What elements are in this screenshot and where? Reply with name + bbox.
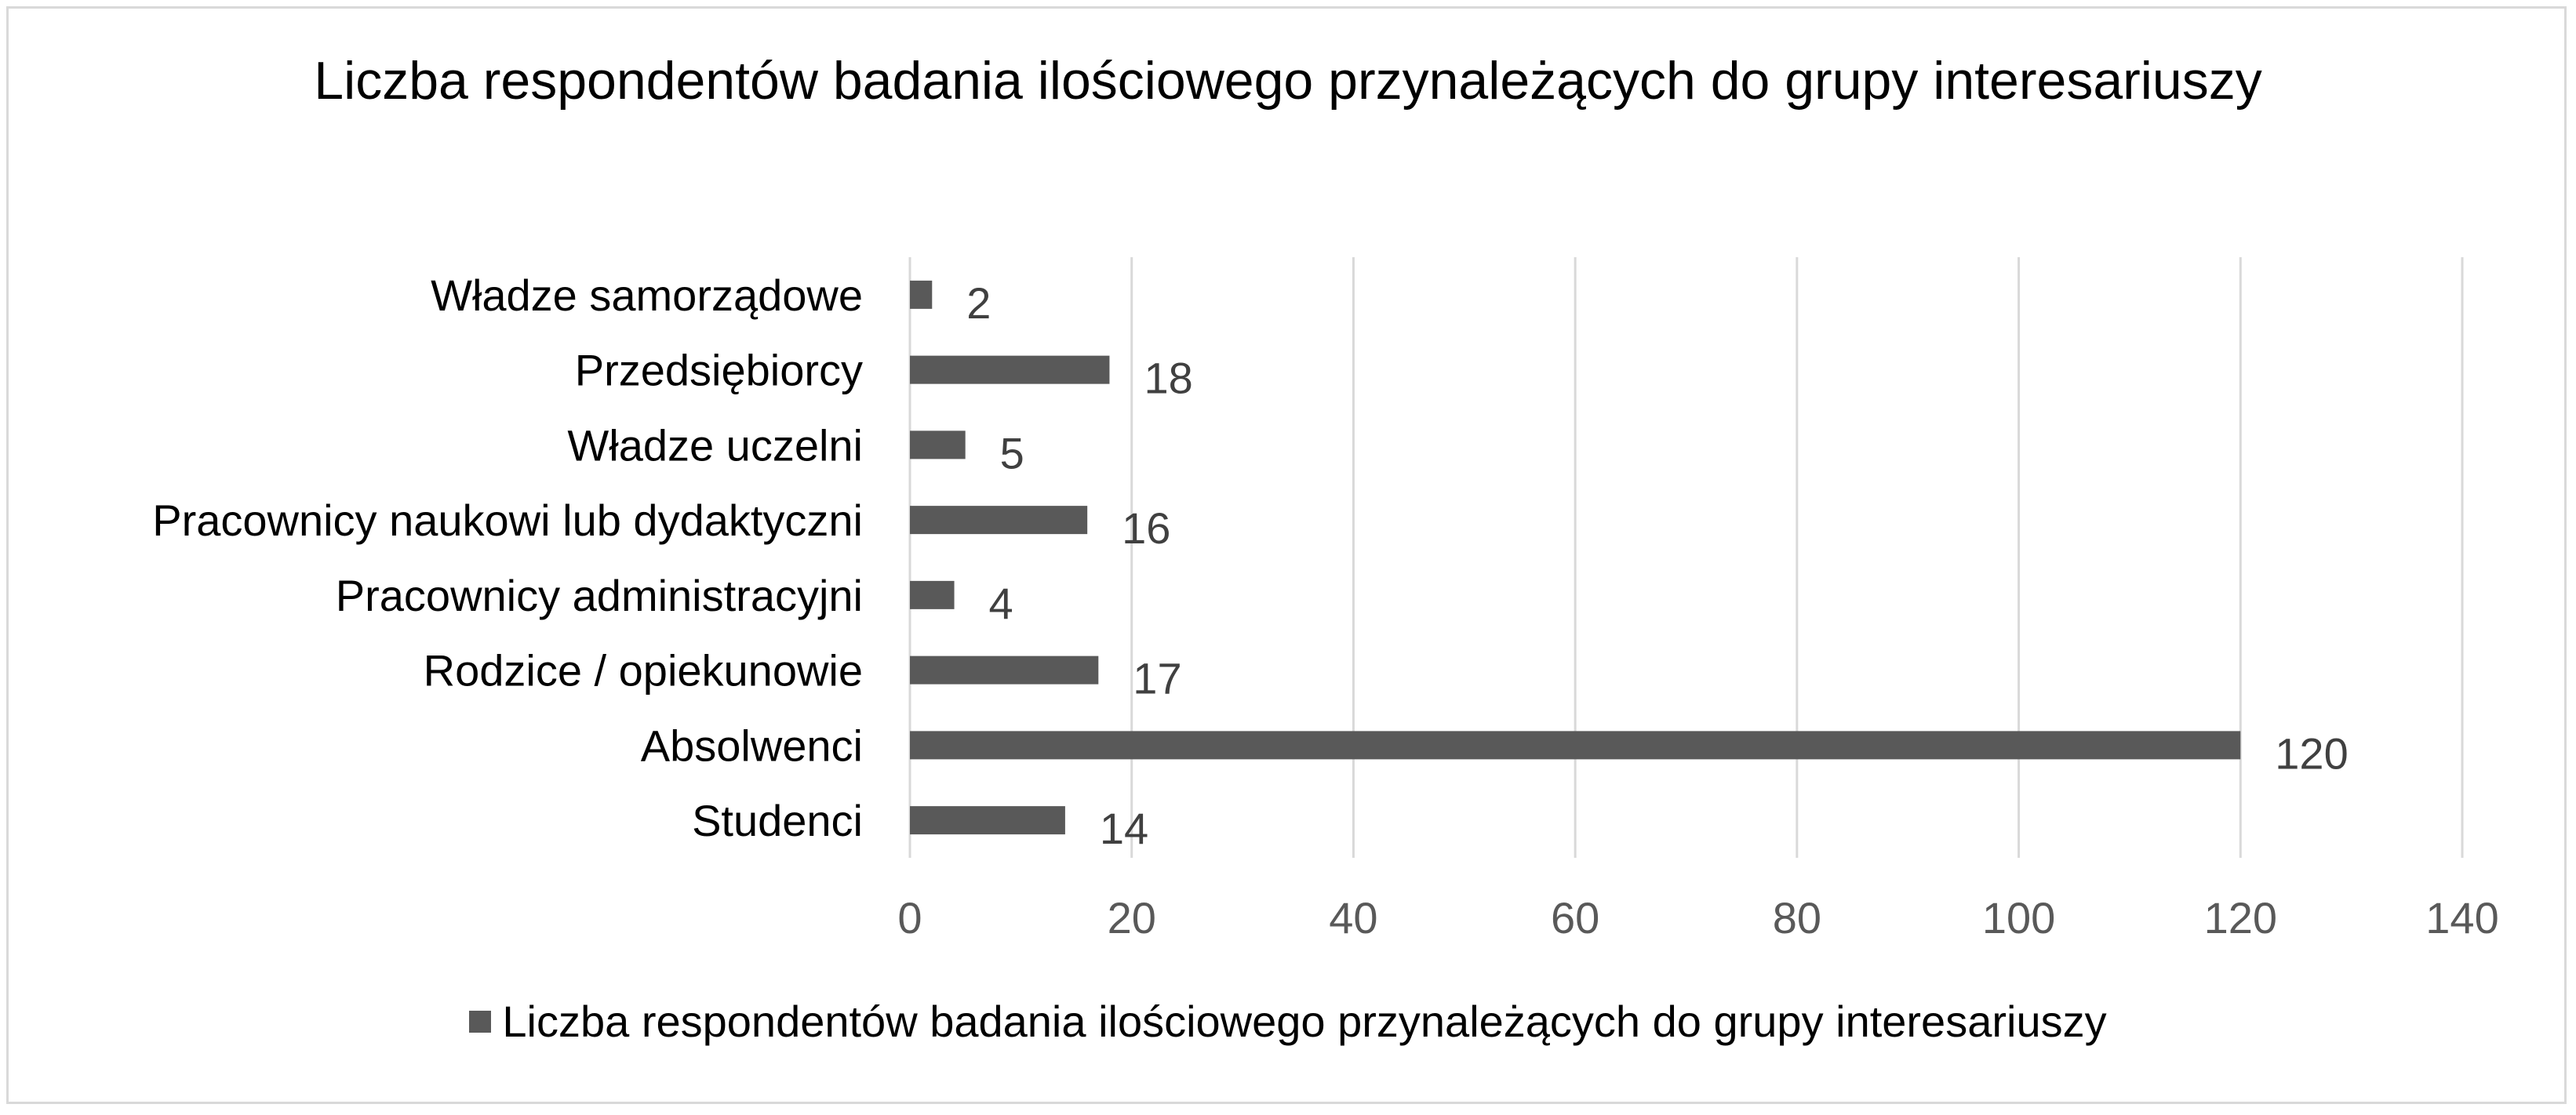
category-label: Władze uczelni — [567, 420, 863, 470]
bar — [910, 280, 933, 309]
x-tick-label: 60 — [1551, 893, 1599, 942]
data-label: 18 — [1144, 354, 1192, 403]
data-label: 2 — [966, 278, 991, 328]
x-tick-label: 140 — [2425, 893, 2498, 942]
category-label: Rodzice / opiekunowie — [424, 646, 863, 696]
legend-label: Liczba respondentów badania ilościowego … — [502, 997, 2107, 1046]
x-tick-label: 80 — [1773, 893, 1821, 942]
data-label: 14 — [1100, 804, 1148, 853]
chart-frame — [6, 6, 2567, 1104]
bar — [910, 430, 966, 459]
x-tick-label: 120 — [2204, 893, 2277, 942]
x-tick-label: 100 — [1982, 893, 2055, 942]
x-tick-label: 20 — [1108, 893, 1156, 942]
category-label: Władze samorządowe — [431, 271, 863, 320]
category-label: Przedsiębiorcy — [575, 346, 863, 395]
chart-legend: Liczba respondentów badania ilościowego … — [0, 996, 2576, 1047]
chart-title: Liczba respondentów badania ilościowego … — [314, 51, 2262, 111]
data-label: 5 — [1000, 428, 1024, 478]
data-label: 4 — [989, 579, 1013, 628]
data-label: 17 — [1133, 654, 1181, 703]
x-tick-label: 40 — [1329, 893, 1377, 942]
bar — [910, 506, 1088, 535]
x-tick-label: 0 — [897, 893, 922, 942]
bar — [910, 355, 1110, 384]
bar — [910, 656, 1099, 685]
category-label: Pracownicy naukowi lub dydaktyczni — [152, 496, 863, 545]
data-label: 120 — [2275, 728, 2348, 778]
data-label: 16 — [1122, 503, 1170, 553]
legend-swatch — [469, 1011, 492, 1033]
category-label: Absolwenci — [641, 721, 863, 770]
bar — [910, 806, 1065, 835]
category-label: Studenci — [692, 796, 863, 845]
bar — [910, 731, 2241, 760]
bar — [910, 580, 955, 609]
category-label: Pracownicy administracyjni — [336, 571, 863, 620]
